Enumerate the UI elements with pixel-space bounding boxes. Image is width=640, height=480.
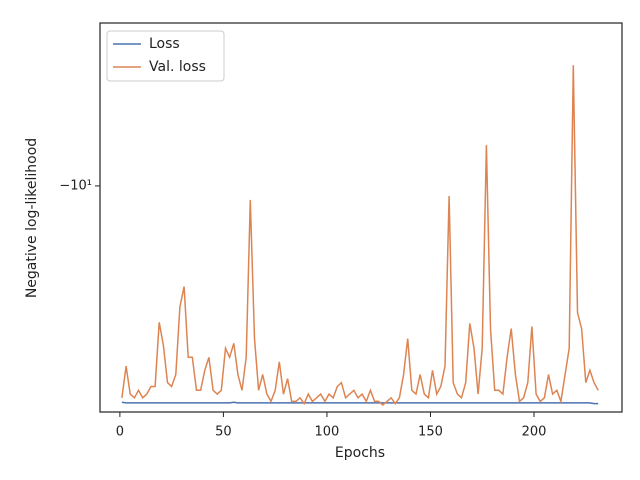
line [121, 65, 599, 406]
x-tick-label: 0 [116, 425, 124, 440]
legend-label: Loss [149, 36, 180, 52]
plot-frame [99, 22, 623, 413]
x-tick-label: 100 [315, 425, 340, 440]
x-tick-label: 150 [418, 425, 443, 440]
x-tick-label: 50 [215, 425, 232, 440]
x-tick-label: 200 [522, 425, 547, 440]
x-axis-label: Epochs [335, 445, 385, 461]
line [121, 401, 599, 405]
legend-label: Val. loss [149, 59, 206, 75]
y-axis-label: Negative log-likelihood [24, 138, 40, 298]
y-tick-label: −10¹ [59, 178, 92, 193]
